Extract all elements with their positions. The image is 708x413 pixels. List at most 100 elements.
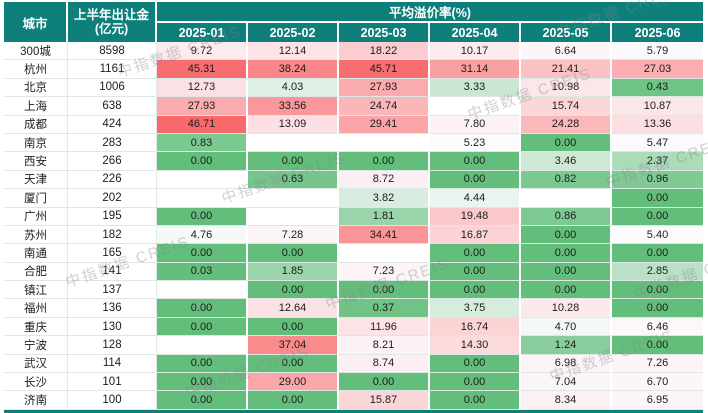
- premium-cell: 21.41: [521, 60, 612, 79]
- amount-cell: 141: [68, 262, 157, 282]
- premium-cell: 6.64: [521, 42, 612, 61]
- premium-cell: 0.00: [157, 354, 248, 374]
- premium-cell: 29.41: [339, 115, 430, 134]
- premium-cell: 5.40: [612, 225, 704, 245]
- header-month-2025-06: 2025-06: [612, 23, 704, 42]
- table-row: 上海 638 27.93 33.56 24.74 15.74 10.87: [4, 97, 704, 116]
- premium-cell: 7.26: [612, 354, 704, 374]
- premium-cell: 0.63: [248, 170, 339, 190]
- premium-cell: 7.80: [430, 115, 521, 134]
- premium-cell: 0.96: [612, 170, 704, 190]
- table-row: 广州 195 0.00 1.81 19.48 0.86 0.00: [4, 207, 704, 226]
- premium-cell: [339, 133, 430, 153]
- premium-cell: 38.24: [248, 60, 339, 79]
- amount-cell: 1006: [68, 78, 157, 98]
- amount-cell: 165: [68, 244, 157, 263]
- amount-cell: 226: [68, 170, 157, 190]
- premium-cell: 1.81: [339, 207, 430, 226]
- table-row: 杭州 1161 45.31 38.24 45.71 31.14 21.41 27.03: [4, 60, 704, 79]
- premium-cell: 8.74: [339, 354, 430, 374]
- premium-cell: 0.00: [430, 373, 521, 392]
- premium-cell: 0.00: [521, 133, 612, 153]
- premium-cell: 0.00: [612, 281, 704, 300]
- amount-cell: 136: [68, 299, 157, 318]
- premium-cell: 0.00: [157, 152, 248, 171]
- premium-cell: 5.23: [430, 133, 521, 153]
- table-row: 成都 424 46.71 13.09 29.41 7.80 24.28 13.36: [4, 115, 704, 134]
- premium-cell: 0.00: [430, 170, 521, 190]
- header-city: 城市: [4, 2, 68, 42]
- header-premium-rate: 平均溢价率(%): [157, 2, 704, 23]
- premium-cell: 0.00: [248, 281, 339, 300]
- header-month-2025-02: 2025-02: [248, 23, 339, 42]
- city-cell: 福州: [4, 299, 68, 318]
- premium-cell: 3.46: [521, 152, 612, 171]
- premium-cell: [157, 189, 248, 208]
- premium-cell: 0.86: [521, 207, 612, 226]
- premium-cell: 13.36: [612, 115, 704, 134]
- city-cell: 重庆: [4, 317, 68, 337]
- premium-cell: 11.96: [339, 317, 430, 337]
- table-row: 合肥 141 0.03 1.85 7.23 0.00 0.00 2.85: [4, 262, 704, 282]
- premium-cell: 10.98: [521, 78, 612, 98]
- city-cell: 宁波: [4, 336, 68, 355]
- city-cell: 300城: [4, 42, 68, 61]
- table-row: 镇江 137 0.00 0.00 0.00 0.00 0.00: [4, 281, 704, 300]
- premium-cell: 27.93: [157, 97, 248, 116]
- premium-cell: 0.00: [612, 336, 704, 355]
- table-row: 重庆 130 0.00 0.00 11.96 16.74 4.70 6.46: [4, 317, 704, 337]
- header-row-months: 2025-01 2025-02 2025-03 2025-04 2025-05 …: [4, 23, 704, 42]
- premium-cell: 0.00: [157, 391, 248, 410]
- premium-cell: 0.00: [248, 391, 339, 410]
- amount-cell: 1161: [68, 60, 157, 79]
- premium-cell: 24.28: [521, 115, 612, 134]
- premium-cell: 9.72: [157, 42, 248, 61]
- city-cell: 苏州: [4, 225, 68, 245]
- table-row: 300城 8598 9.72 12.14 18.22 10.17 6.64 5.79: [4, 42, 704, 61]
- premium-cell: 3.75: [430, 299, 521, 318]
- premium-cell: [248, 133, 339, 153]
- table-row: 宁波 128 37.04 8.21 14.30 1.24 0.00: [4, 336, 704, 355]
- premium-cell: 7.04: [521, 373, 612, 392]
- premium-cell: [157, 170, 248, 190]
- premium-cell: 0.00: [612, 207, 704, 226]
- premium-cell: 0.00: [248, 152, 339, 171]
- premium-cell: 2.85: [612, 262, 704, 282]
- premium-cell: 15.74: [521, 97, 612, 116]
- premium-cell: 3.82: [339, 189, 430, 208]
- table-row: 武汉 114 0.00 0.00 8.74 0.00 6.98 7.26: [4, 354, 704, 374]
- premium-cell: 5.47: [612, 133, 704, 153]
- header-month-2025-03: 2025-03: [339, 23, 430, 42]
- premium-cell: 14.30: [430, 336, 521, 355]
- premium-cell: 0.00: [157, 373, 248, 392]
- table-body: 300城 8598 9.72 12.14 18.22 10.17 6.64 5.79 杭州 116…: [4, 42, 704, 410]
- city-cell: 长沙: [4, 373, 68, 392]
- premium-cell: 0.00: [521, 262, 612, 282]
- premium-cell: 27.03: [612, 60, 704, 79]
- table-row: 济南 100 0.00 0.00 15.87 0.00 8.34 6.95: [4, 391, 704, 410]
- city-cell: 厦门: [4, 189, 68, 208]
- amount-cell: 195: [68, 207, 157, 226]
- amount-cell: 137: [68, 281, 157, 300]
- city-cell: 广州: [4, 207, 68, 226]
- premium-cell: 12.73: [157, 78, 248, 98]
- premium-cell: 0.00: [430, 354, 521, 374]
- city-cell: 镇江: [4, 281, 68, 300]
- premium-cell: 0.00: [339, 152, 430, 171]
- premium-cell: 24.74: [339, 97, 430, 116]
- premium-cell: 12.64: [248, 299, 339, 318]
- header-row-top: 城市 上半年出让金 (亿元) 平均溢价率(%): [4, 2, 704, 42]
- premium-cell: 8.21: [339, 336, 430, 355]
- city-cell: 济南: [4, 391, 68, 410]
- premium-cell: 46.71: [157, 115, 248, 134]
- premium-cell: 0.00: [157, 244, 248, 263]
- city-cell: 杭州: [4, 60, 68, 79]
- premium-cell: 16.87: [430, 225, 521, 245]
- city-cell: 南通: [4, 244, 68, 263]
- premium-cell: 13.09: [248, 115, 339, 134]
- premium-cell: 0.00: [521, 281, 612, 300]
- city-cell: 西安: [4, 152, 68, 171]
- premium-cell: [157, 281, 248, 300]
- premium-cell: 0.00: [157, 317, 248, 337]
